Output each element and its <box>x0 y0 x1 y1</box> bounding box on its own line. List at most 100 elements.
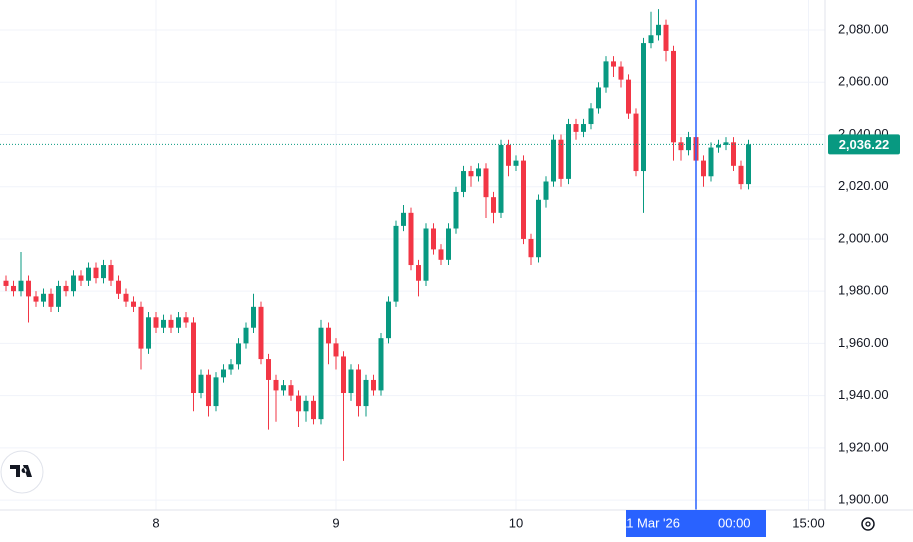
candle-body <box>431 228 436 250</box>
candle <box>678 137 684 161</box>
candle-body <box>656 24 661 36</box>
settings-icon-center <box>865 521 871 527</box>
candle-body <box>678 142 684 151</box>
candle <box>611 56 616 78</box>
candle-body <box>146 317 151 349</box>
settings-icon[interactable] <box>861 517 875 531</box>
candle-body <box>453 191 459 229</box>
logo[interactable] <box>0 450 44 494</box>
candle <box>566 118 571 185</box>
y-tick-label: 1,940.00 <box>838 387 889 402</box>
candle <box>258 301 264 365</box>
candle-body <box>723 142 729 145</box>
candle <box>371 374 376 396</box>
candle <box>461 165 466 198</box>
candle-body <box>543 181 549 200</box>
logo-badge[interactable] <box>0 450 44 494</box>
candle-body <box>86 267 91 281</box>
candle <box>251 293 256 333</box>
last-price-label: 2,036.22 <box>839 137 890 152</box>
candle-body <box>363 379 369 407</box>
candle-body <box>108 265 114 281</box>
candle-body <box>78 275 84 281</box>
y-tick-label: 2,000.00 <box>838 230 889 245</box>
candle <box>513 155 519 172</box>
candle <box>716 139 721 153</box>
candle-body <box>341 356 346 394</box>
candle <box>738 160 744 190</box>
candle <box>71 270 76 297</box>
candle-body <box>686 137 691 151</box>
candle-body <box>318 327 324 420</box>
candle <box>363 374 369 417</box>
candle-body <box>56 285 61 307</box>
candle <box>521 155 526 245</box>
candle <box>146 312 151 354</box>
x-tick-label: 8 <box>152 515 159 530</box>
candle <box>11 280 16 297</box>
candle <box>633 108 639 177</box>
candle <box>438 244 444 266</box>
candle-body <box>731 142 736 166</box>
y-tick-label: 1,960.00 <box>838 335 889 350</box>
candle <box>153 312 159 333</box>
candle <box>356 364 361 417</box>
candle-body <box>243 327 249 344</box>
candle <box>228 359 234 375</box>
candle <box>198 369 204 399</box>
candle-body <box>468 171 474 177</box>
candle-body <box>483 168 489 198</box>
candle-body <box>416 265 421 281</box>
candle <box>93 262 99 284</box>
candle-body <box>138 306 144 349</box>
candle <box>243 322 249 349</box>
candle-body <box>386 301 391 339</box>
candle-body <box>708 147 714 177</box>
candle-body <box>536 199 541 258</box>
candle <box>131 296 136 313</box>
candle <box>498 139 504 219</box>
candle-body <box>641 43 646 172</box>
candle-body <box>408 212 414 266</box>
candle <box>183 312 189 328</box>
candle <box>596 82 601 114</box>
candle <box>551 134 556 187</box>
candle <box>333 338 339 370</box>
candle-body <box>161 319 166 328</box>
candle-body <box>513 160 519 166</box>
candle-body <box>18 280 24 292</box>
candle <box>528 233 534 266</box>
candle <box>18 251 24 297</box>
candle <box>723 137 729 151</box>
candle-body <box>183 317 189 323</box>
candle <box>491 191 496 224</box>
candle-body <box>206 374 211 407</box>
candle-body <box>371 379 376 391</box>
candle-body <box>41 293 46 302</box>
candle-body <box>333 343 339 357</box>
candle <box>296 390 301 427</box>
y-tick-label: 2,060.00 <box>838 74 889 89</box>
candle-body <box>33 296 39 302</box>
x-tick-label: 9 <box>332 515 339 530</box>
candle-body <box>288 385 294 396</box>
candle-body <box>521 160 526 239</box>
settings-button[interactable] <box>861 517 875 531</box>
candle-body <box>48 293 54 307</box>
candle <box>581 118 586 138</box>
candle-body <box>438 249 444 260</box>
x-tick-label: 10 <box>509 515 523 530</box>
candle <box>78 270 84 286</box>
candle <box>573 118 579 140</box>
candle-body <box>446 228 451 260</box>
candle <box>401 204 406 232</box>
candle-body <box>303 400 309 412</box>
candle-body <box>258 306 264 360</box>
candle <box>176 312 181 333</box>
candle <box>86 262 91 286</box>
candle-body <box>168 319 174 328</box>
candle-body <box>3 280 9 286</box>
